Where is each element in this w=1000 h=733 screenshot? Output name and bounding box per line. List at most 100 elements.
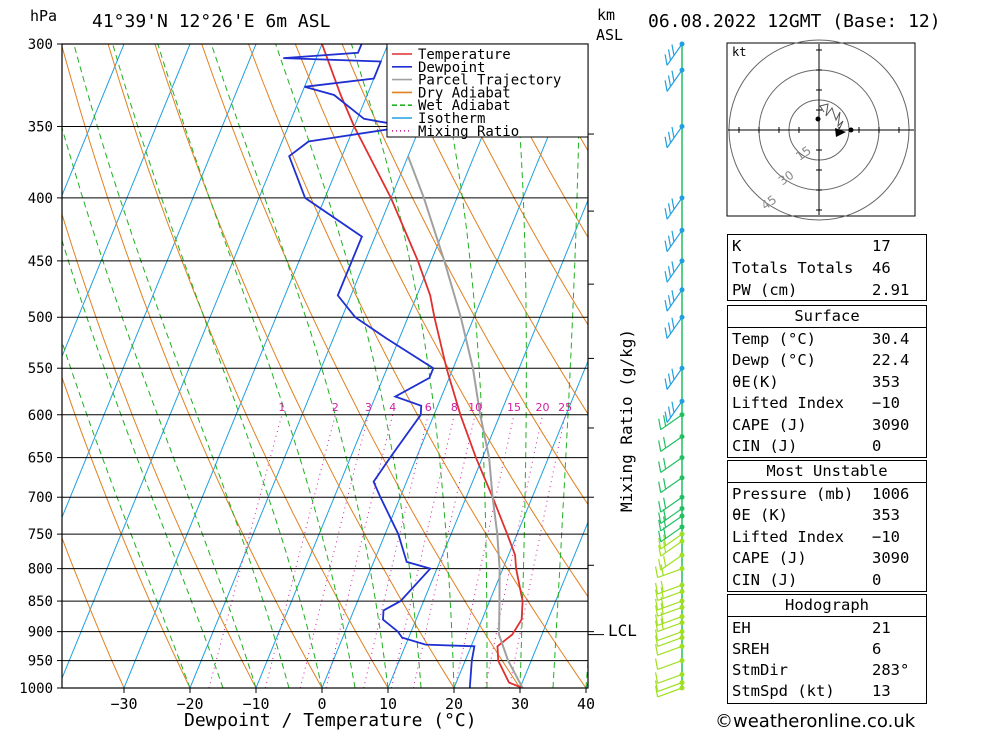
isotherm-lines — [62, 44, 588, 688]
mixing-ratio-line — [390, 414, 455, 688]
x-tick-label: 30 — [511, 695, 529, 713]
wind-barb-staff — [657, 659, 683, 671]
surface-row: Lifted Index −10 — [732, 394, 900, 412]
wind-barb-flag — [667, 266, 672, 278]
mixing-ratio-label: 6 — [425, 401, 432, 414]
mixing-ratio-lines — [208, 414, 566, 688]
credit-link[interactable]: ©weatheronline.co.uk — [715, 711, 916, 732]
wind-barb-staff — [660, 496, 683, 513]
pressure-label: 450 — [28, 254, 53, 270]
wind-barb-flag — [658, 537, 662, 550]
wind-barb-flag — [663, 436, 667, 449]
wind-barb-flag — [654, 582, 659, 595]
wind-barb-flag — [663, 516, 667, 528]
wind-barb-staff — [666, 400, 683, 423]
wind-barb-staff — [666, 367, 683, 390]
wet-adiabat-line — [350, 44, 455, 688]
storm-motion-arrow — [835, 128, 846, 137]
legend-label: Wet Adiabat — [418, 98, 511, 114]
legend-label: Dewpoint — [418, 60, 485, 76]
pressure-label: 950 — [28, 654, 53, 670]
wind-barb-staff — [657, 616, 683, 627]
wind-barb-flag — [663, 415, 667, 427]
wind-barb-flag — [658, 530, 662, 542]
pressure-label: 500 — [28, 310, 53, 326]
wind-barb-flag — [671, 368, 675, 380]
wind-barb-staff — [660, 533, 683, 550]
mixing-ratio-label: 25 — [558, 401, 572, 414]
wind-barb-flag — [667, 235, 672, 247]
wind-barb-flag — [664, 80, 668, 92]
wind-barb-flag — [654, 620, 659, 632]
wind-barb-flag — [654, 685, 659, 697]
hodograph-box: Hodograph EH 21 SREH 6 StmDir 283° StmSpd (… — [727, 594, 927, 704]
wet-adiabat-line — [62, 340, 191, 688]
wind-barb-staff — [666, 126, 683, 149]
hodograph-table-title: Hodograph — [785, 596, 869, 614]
mu-row: CIN (J) 0 — [732, 571, 882, 589]
wind-barb-flag — [658, 481, 662, 493]
wind-barb-flag — [660, 580, 664, 593]
profile-lines — [283, 44, 524, 688]
mixing-ratio-label: 2 — [332, 401, 339, 414]
mixing-ratio-label: 4 — [389, 401, 396, 414]
wind-barb-flag — [663, 508, 667, 521]
wind-barb-staff — [657, 673, 683, 684]
mixing-ratio-label: 1 — [278, 401, 285, 414]
pressure-label: 1000 — [19, 681, 53, 697]
plot-frame — [61, 43, 589, 689]
temperature-line — [321, 44, 524, 688]
wind-barb-staff — [660, 436, 683, 453]
wind-barb-flag — [667, 49, 672, 61]
wind-barb-staff — [657, 584, 683, 595]
pressure-label: 700 — [28, 490, 53, 506]
wet-adiabat-line — [552, 44, 581, 688]
wind-barb-flag — [671, 261, 675, 273]
dry-adiabat-line — [62, 536, 125, 688]
mixing-ratio-label: 15 — [507, 401, 521, 414]
wind-barb-flag — [654, 629, 659, 641]
x-tick-label: 10 — [379, 695, 397, 713]
wind-barb-flag — [671, 44, 675, 56]
index-row: Totals Totals 46 — [732, 259, 891, 277]
most-unstable-title: Most Unstable — [766, 462, 888, 480]
wind-barb-flag — [663, 478, 667, 490]
wind-barb-flag — [667, 406, 672, 418]
wind-barb-staff — [666, 197, 683, 220]
wind-barb-flag — [658, 501, 662, 513]
hodo-row: SREH 6 — [732, 640, 882, 658]
dry-adiabat-line — [248, 44, 587, 688]
wind-barb-flag — [664, 299, 668, 312]
wind-barb-flag — [654, 566, 659, 578]
pressure-label: 800 — [28, 562, 53, 578]
wind-barb-flag — [671, 401, 675, 413]
isotherm-line — [255, 44, 521, 688]
wind-barb-staff — [660, 526, 683, 543]
mixing-ratio-line — [454, 414, 515, 688]
wind-barb-flag — [654, 605, 659, 617]
wind-barb-flag — [654, 589, 659, 601]
pressure-label: 850 — [28, 594, 53, 610]
wind-barb-flag — [664, 54, 668, 66]
isotherm-line — [321, 44, 587, 688]
wind-barb-flag — [667, 131, 672, 143]
hpa-label: hPa — [30, 7, 58, 25]
mu-row: θE (K) 353 — [732, 506, 900, 524]
indices-box: K 17 Totals Totals 46 PW (cm) 2.91 — [727, 234, 927, 301]
isotherm-line — [519, 520, 588, 688]
mixing-ratio-label: 20 — [536, 401, 550, 414]
hodo-row: EH 21 — [732, 619, 891, 637]
hodograph-point — [815, 116, 821, 122]
wind-barb-flag — [654, 658, 659, 670]
wind-barb-flag — [671, 70, 675, 82]
wind-barb-flag — [658, 545, 662, 557]
wind-barb-flag — [654, 598, 659, 611]
surface-row: CIN (J) 0 — [732, 437, 882, 455]
mixing-ratio-label: 8 — [451, 401, 458, 414]
wind-barb-staff — [666, 229, 683, 252]
wind-barb-flag — [667, 75, 672, 87]
wind-barb-flag — [658, 519, 662, 532]
hodograph-trace — [819, 103, 844, 133]
wind-barb-staff — [657, 636, 683, 648]
